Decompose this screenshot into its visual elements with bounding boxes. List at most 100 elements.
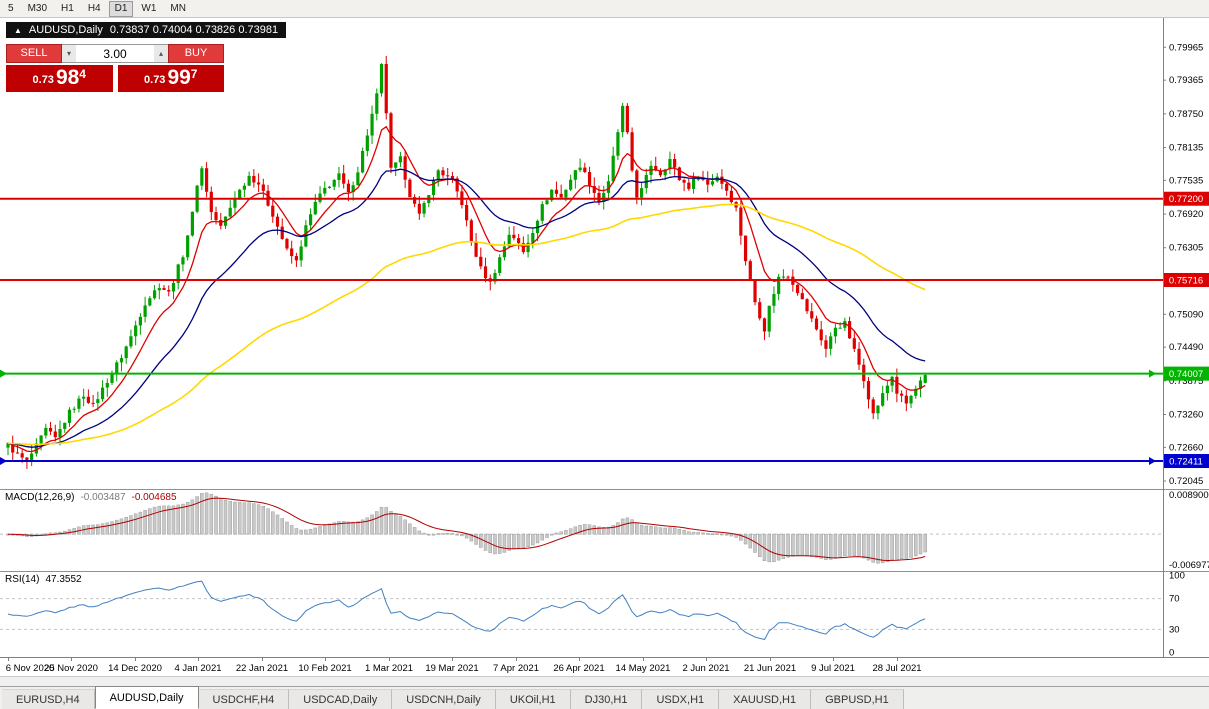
- candle: [852, 331, 856, 353]
- candle: [871, 397, 875, 420]
- macd-histogram-bar: [899, 533, 904, 559]
- timeframe-button-h4[interactable]: H4: [82, 1, 107, 17]
- macd-histogram-bar: [545, 533, 549, 538]
- macd-histogram-bar: [176, 504, 180, 535]
- macd-histogram-bar: [152, 506, 157, 535]
- candle: [422, 201, 426, 218]
- candle: [398, 152, 403, 168]
- chart-tab-xauusd-h1[interactable]: XAUUSD,H1: [719, 689, 812, 709]
- chart-tab-dj30-h1[interactable]: DJ30,H1: [570, 689, 643, 709]
- rsi-panel-canvas[interactable]: 100 70 30 0: [0, 571, 1209, 657]
- date-label: 10 Feb 2021: [298, 663, 352, 674]
- buy-price-main: 99: [167, 66, 191, 89]
- one-click-trading-panel: SELL ▾ 3.00 ▴ BUY 0.73 98 4 0.73 99 7: [6, 44, 224, 92]
- volume-decrease-button[interactable]: ▾: [62, 45, 76, 62]
- candle: [379, 63, 384, 97]
- rsi-line: [7, 580, 926, 641]
- timeframe-button-w1[interactable]: W1: [135, 1, 162, 17]
- candle: [493, 269, 497, 285]
- volume-value[interactable]: 3.00: [103, 46, 127, 61]
- date-label: 28 Jul 2021: [872, 663, 922, 674]
- candle: [96, 391, 100, 411]
- macd-histogram-bar: [843, 533, 847, 557]
- candle: [899, 390, 904, 403]
- macd-histogram-bar: [663, 527, 667, 535]
- chart-tab-gbpusd-h1[interactable]: GBPUSD,H1: [811, 689, 904, 709]
- candle: [483, 257, 488, 283]
- timeframe-button-h1[interactable]: H1: [55, 1, 80, 17]
- candle: [866, 377, 871, 409]
- rsi-axis-label: 30: [1169, 624, 1180, 635]
- candle: [592, 177, 596, 202]
- candle: [621, 102, 625, 138]
- candle: [777, 273, 781, 301]
- macd-histogram-bar: [918, 533, 923, 555]
- macd-histogram-bar: [597, 526, 601, 535]
- collapse-arrow-icon[interactable]: ▲: [14, 25, 22, 35]
- chart-tab-usdchf-h4[interactable]: USDCHF,H4: [198, 689, 290, 709]
- candle: [479, 247, 483, 270]
- candle: [909, 394, 913, 408]
- macd-histogram-bar: [204, 492, 209, 535]
- macd-histogram-bar: [379, 507, 384, 535]
- buy-price-prefix: 0.73: [144, 74, 166, 86]
- macd-axis-label: 0.008900: [1169, 490, 1209, 501]
- date-axis[interactable]: 6 Nov 2020 25 Nov 2020 14 Dec 2020 4 Jan 20…: [0, 657, 1209, 676]
- macd-histogram-bar: [209, 493, 214, 535]
- candle: [668, 151, 672, 175]
- price-chart-canvas[interactable]: 0.79965 0.79365 0.78750 0.78135 0.77535 0.769…: [0, 18, 1209, 489]
- volume-control[interactable]: ▾ 3.00 ▴: [62, 44, 168, 63]
- chart-tab-usdcad-daily[interactable]: USDCAD,Daily: [289, 689, 393, 709]
- candle: [578, 158, 582, 173]
- buy-button[interactable]: BUY: [168, 44, 224, 63]
- macd-histogram-bar: [540, 533, 545, 541]
- chart-tab-usdx-h1[interactable]: USDX,H1: [642, 689, 720, 709]
- chart-tab-audusd-daily[interactable]: AUDUSD,Daily: [94, 686, 199, 709]
- macd-histogram-bar: [904, 533, 909, 559]
- sell-price-display[interactable]: 0.73 98 4: [6, 65, 113, 92]
- macd-panel-canvas[interactable]: 0.008900 -0.006977: [0, 489, 1209, 571]
- timeframe-button-5[interactable]: 5: [2, 1, 20, 17]
- sell-price-main: 98: [55, 66, 80, 89]
- price-tag-0.75716: 0.75716: [1164, 273, 1209, 288]
- candle: [616, 129, 620, 161]
- macd-histogram-bar: [129, 515, 133, 535]
- candle: [53, 424, 57, 442]
- volume-increase-button[interactable]: ▴: [153, 45, 168, 62]
- candle: [923, 373, 927, 384]
- macd-histogram-bar: [474, 533, 478, 545]
- macd-histogram-bar: [308, 528, 313, 535]
- candle: [30, 444, 34, 467]
- macd-histogram-bar: [261, 506, 266, 535]
- macd-histogram-bar: [119, 518, 124, 535]
- candle: [876, 405, 880, 420]
- candle: [204, 162, 209, 198]
- macd-histogram-bar: [512, 533, 516, 550]
- candle: [290, 240, 294, 264]
- horizontal-scroll-strip[interactable]: [0, 676, 1209, 686]
- timeframe-button-mn[interactable]: MN: [164, 1, 192, 17]
- sell-button[interactable]: SELL: [6, 44, 62, 63]
- candle: [375, 88, 379, 121]
- timeframe-button-d1[interactable]: D1: [108, 0, 134, 17]
- chart-tab-usdcnh-daily[interactable]: USDCNH,Daily: [392, 689, 496, 709]
- buy-price-display[interactable]: 0.73 99 7: [117, 65, 224, 92]
- macd-histogram-bar: [148, 508, 152, 535]
- svg-text:0.74007: 0.74007: [1169, 369, 1203, 380]
- chart-title-chip[interactable]: ▲ AUDUSD,Daily 0.73837 0.74004 0.73826 0…: [6, 22, 287, 38]
- candle: [734, 200, 738, 212]
- macd-histogram: [6, 492, 927, 564]
- candle: [781, 269, 785, 279]
- candle: [332, 178, 336, 191]
- timeframe-button-m30[interactable]: M30: [22, 1, 53, 17]
- chart-tab-ukoil-h1[interactable]: UKOil,H1: [495, 689, 571, 709]
- price-tick-label: 0.72660: [1169, 442, 1203, 453]
- macd-histogram-bar: [701, 532, 705, 535]
- chart-tab-eurusd-h4[interactable]: EURUSD,H4: [2, 689, 95, 709]
- macd-histogram-bar: [351, 521, 355, 535]
- macd-histogram-bar: [862, 533, 866, 559]
- macd-histogram-bar: [223, 499, 228, 535]
- macd-indicator-label: MACD(12,26,9) -0.003487 -0.004685: [5, 492, 177, 503]
- candle: [299, 240, 303, 267]
